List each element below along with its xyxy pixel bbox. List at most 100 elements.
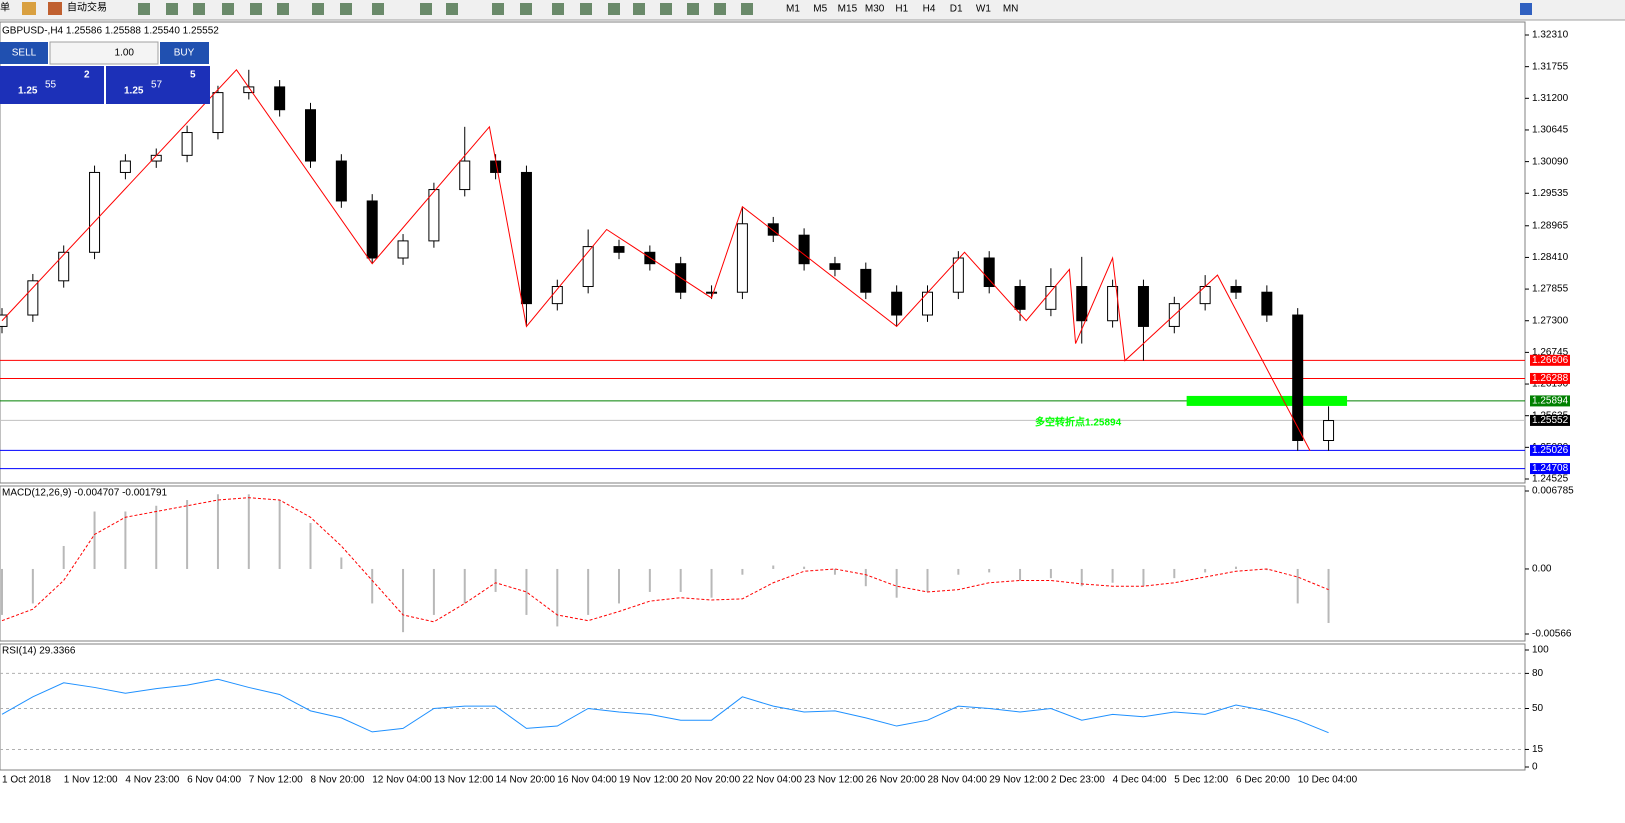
icon[interactable]: [580, 3, 592, 15]
period-button[interactable]: M1: [786, 4, 800, 15]
x-tick-label: 4 Dec 04:00: [1113, 775, 1167, 786]
ask-box[interactable]: [106, 66, 210, 104]
y-tick-label: -0.00566: [1532, 629, 1572, 640]
icon[interactable]: [312, 3, 324, 15]
macd-bar: [772, 565, 775, 569]
icon[interactable]: [741, 3, 753, 15]
candle-body: [1323, 420, 1335, 442]
macd-bar: [1019, 568, 1022, 581]
macd-bar: [340, 557, 343, 569]
search-icon[interactable]: [1520, 3, 1532, 15]
icon[interactable]: [138, 3, 150, 15]
icon[interactable]: [340, 3, 352, 15]
x-tick-label: 23 Nov 12:00: [804, 775, 864, 786]
icon[interactable]: [446, 3, 458, 15]
period-button[interactable]: H4: [923, 4, 936, 15]
icon[interactable]: [608, 3, 620, 15]
sell-label[interactable]: SELL: [12, 48, 37, 59]
macd-bar: [1, 568, 3, 615]
icon[interactable]: [714, 3, 726, 15]
macd-bar: [833, 568, 836, 575]
macd-bar: [186, 500, 189, 569]
annotation-text: 多空转折点1.25894: [1035, 416, 1122, 429]
trade-panel: SELL 1.00 BUY 1.25 55 2 1.25 57 5: [0, 41, 210, 104]
x-tick-label: 19 Nov 12:00: [619, 775, 679, 786]
y-tick-label: 1.32310: [1532, 30, 1569, 41]
tool-icons: [138, 3, 1532, 15]
macd-bar: [1080, 568, 1083, 587]
toolbar-item[interactable]: 单: [0, 2, 10, 14]
icon[interactable]: [250, 3, 262, 15]
chart-title: GBPUSD-,H4 1.25586 1.25588 1.25540 1.255…: [2, 26, 219, 37]
candle-body: [829, 263, 841, 270]
icon[interactable]: [552, 3, 564, 15]
y-tick-label: 1.31755: [1532, 61, 1569, 72]
x-tick-label: 7 Nov 12:00: [249, 775, 303, 786]
y-tick-label: 0: [1532, 762, 1538, 773]
icon[interactable]: [520, 3, 532, 15]
macd-bar: [957, 568, 960, 575]
macd-bar: [278, 500, 281, 569]
macd-bar: [309, 523, 312, 569]
rsi-pane: [0, 643, 1526, 771]
candle-body: [274, 86, 286, 111]
period-button[interactable]: M15: [838, 4, 858, 15]
plot: 1.32310 1.31755 1.31200 1.30645 1.30090 1.295…: [0, 30, 1574, 786]
candle-body: [397, 240, 409, 259]
macd-bar: [525, 568, 528, 615]
buy-button[interactable]: [160, 42, 209, 64]
x-tick-label: 13 Nov 12:00: [434, 775, 494, 786]
icon[interactable]: [277, 3, 289, 15]
period-bar: M1 M5 M15 M30 H1 H4 D1 W1 MN: [786, 4, 1018, 15]
level-label: 1.26606: [1532, 355, 1569, 366]
buy-label[interactable]: BUY: [174, 48, 195, 59]
y-tick-label: 80: [1532, 668, 1544, 679]
macd-bar: [371, 568, 374, 604]
period-button[interactable]: H1: [895, 4, 908, 15]
y-tick-label: 1.28965: [1532, 220, 1569, 231]
candle-body: [952, 257, 964, 293]
level-tag: [1530, 372, 1570, 384]
macd-bar: [432, 568, 435, 615]
x-tick-label: 4 Nov 23:00: [125, 775, 179, 786]
icon[interactable]: [372, 3, 384, 15]
x-tick-label: 14 Nov 20:00: [496, 775, 556, 786]
x-tick-label: 28 Nov 04:00: [928, 775, 988, 786]
macd-pane: [0, 485, 1526, 642]
macd-bar: [1265, 568, 1268, 571]
candle-body: [922, 291, 933, 316]
period-button[interactable]: M5: [813, 4, 827, 15]
lot-value[interactable]: 1.00: [115, 48, 135, 59]
x-tick-label: 20 Nov 20:00: [681, 775, 741, 786]
macd-bar: [648, 568, 651, 592]
icon[interactable]: [48, 2, 62, 15]
icon[interactable]: [222, 3, 234, 15]
macd-bar: [1049, 568, 1052, 579]
toolbar-item[interactable]: 自动交易: [67, 1, 107, 14]
icon[interactable]: [193, 3, 205, 15]
icon[interactable]: [687, 3, 699, 15]
icon[interactable]: [633, 3, 645, 15]
macd-bar: [1296, 568, 1299, 604]
icon[interactable]: [660, 3, 672, 15]
icon[interactable]: [420, 3, 432, 15]
period-button[interactable]: M30: [865, 4, 885, 15]
level-tag: [1530, 395, 1570, 407]
macd-bar: [679, 568, 682, 592]
macd-bar: [402, 568, 405, 633]
macd-bar: [463, 568, 466, 604]
candle-body: [459, 160, 471, 191]
icon[interactable]: [166, 3, 178, 15]
lot-spinner[interactable]: [49, 41, 159, 65]
icon[interactable]: [492, 3, 504, 15]
period-button[interactable]: MN: [1003, 4, 1019, 15]
period-button[interactable]: D1: [950, 4, 963, 15]
candle-body: [1014, 286, 1026, 310]
sell-button[interactable]: [0, 42, 48, 64]
bid-point: 2: [84, 70, 90, 81]
period-button[interactable]: W1: [976, 4, 991, 15]
bid-box[interactable]: [0, 66, 104, 104]
y-tick-label: 1.26745: [1532, 347, 1569, 358]
icon[interactable]: [22, 2, 36, 15]
macd-bar: [216, 494, 219, 569]
